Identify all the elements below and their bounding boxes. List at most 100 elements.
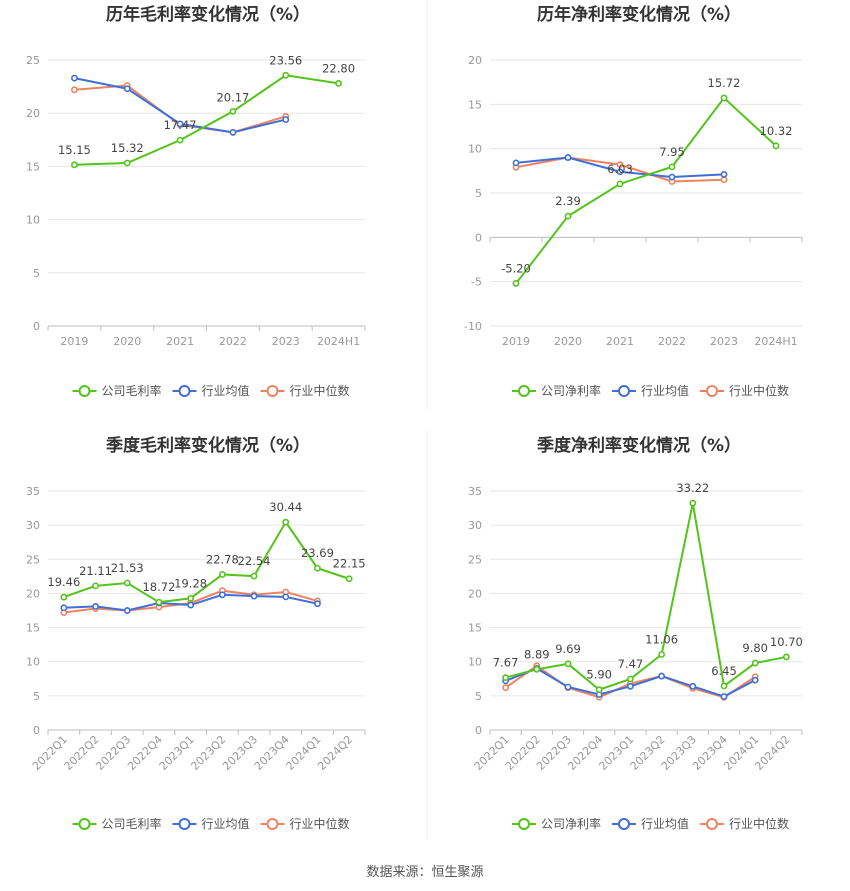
- chart4-ytick-label: 20: [468, 587, 482, 600]
- chart3-legend-label-median: 行业中位数: [290, 816, 350, 831]
- chart4-point-company: [751, 659, 759, 667]
- chart3-data-label: 21.53: [111, 561, 144, 575]
- chart1-data-label: 20.17: [216, 90, 249, 104]
- chart4-point-mean: [689, 682, 697, 690]
- chart4-data-label: 33.22: [676, 481, 709, 495]
- chart1-ytick-label: 15: [26, 160, 40, 173]
- chart1-point-mean: [71, 74, 78, 82]
- chart1-point-company: [282, 71, 290, 79]
- chart2-ytick-label: -5: [471, 276, 482, 289]
- chart2-xtick-label: 2020: [554, 335, 582, 348]
- chart1-xtick-label: 2021: [166, 335, 194, 348]
- chart1-point-company: [335, 80, 342, 87]
- chart3-xtick-label: 2024Q2: [315, 733, 355, 773]
- chart2-legend-label-company: 公司净利率: [541, 383, 601, 398]
- chart1-title: 历年毛利率变化情况（%）: [106, 4, 310, 25]
- chart3-ytick-label: 20: [26, 587, 40, 600]
- chart3-data-label: 22.15: [333, 557, 366, 571]
- chart3-ytick-label: 35: [26, 485, 40, 498]
- data-source: 数据来源：恒生聚源: [366, 865, 483, 880]
- chart1-point-mean: [123, 85, 131, 93]
- chart3-data-label: 19.46: [47, 575, 80, 589]
- chart1-line-company: [74, 74, 339, 166]
- chart3-ytick-label: 15: [26, 622, 40, 635]
- chart3-data-label: 23.69: [301, 546, 334, 560]
- chart2-legend-marker-company: [518, 385, 530, 397]
- chart3-data-label: 21.11: [79, 564, 112, 578]
- chart4-ytick-label: 0: [475, 724, 482, 737]
- chart3-point-mean: [218, 591, 226, 599]
- chart3-point-company: [187, 594, 195, 602]
- chart2-point-mean: [564, 154, 572, 161]
- chart4-point-company: [502, 674, 509, 682]
- chart1-legend-marker-median: [266, 385, 279, 397]
- chart4-ytick-label: 30: [468, 519, 482, 532]
- chart2-line-company: [515, 96, 777, 285]
- chart2-xtick-label: 2019: [502, 335, 530, 348]
- chart3-point-mean: [92, 603, 99, 610]
- chart1-legend-marker-company: [78, 385, 91, 397]
- chart4-point-mean: [720, 693, 728, 700]
- chart4-legend-label-company: 公司净利率: [541, 816, 601, 831]
- chart2-xtick-label: 2024H1: [754, 335, 797, 348]
- chart3-point-company: [218, 571, 226, 578]
- chart3-ytick-label: 0: [33, 724, 40, 737]
- chart2-point-company: [512, 280, 520, 287]
- chart4-legend-label-mean: 行业均值: [641, 816, 689, 831]
- chart4-xtick-label: 2024Q2: [752, 733, 792, 773]
- chart3-point-company: [282, 518, 290, 526]
- chart2-ytick-label: -10: [464, 320, 482, 333]
- chart4-data-label: 8.89: [524, 647, 550, 661]
- chart4-point-median: [502, 684, 509, 692]
- chart3-data-label: 22.78: [206, 552, 239, 566]
- chart1-xtick-label: 2020: [113, 335, 141, 348]
- chart3-point-mean: [314, 600, 321, 608]
- chart3-data-label: 22.54: [238, 554, 271, 568]
- chart2-data-label: 7.95: [659, 145, 685, 159]
- chart4-data-label: 7.47: [618, 657, 644, 671]
- chart3-ytick-label: 25: [26, 553, 40, 566]
- chart1-data-label: 22.80: [322, 61, 355, 75]
- chart1-point-company: [176, 136, 184, 144]
- chart2-legend-label-mean: 行业均值: [641, 383, 689, 398]
- chart3-point-mean: [123, 607, 131, 614]
- chart2-data-label: 10.32: [760, 124, 793, 138]
- chart1-xtick-label: 2024H1: [317, 335, 360, 348]
- chart2-legend-marker-median: [706, 385, 718, 397]
- chart2-point-median: [720, 176, 728, 184]
- chart1-ytick-label: 0: [33, 320, 40, 333]
- chart2-point-mean: [616, 168, 624, 176]
- chart1-point-company: [71, 161, 78, 169]
- chart4-point-company: [783, 653, 790, 661]
- chart2-point-company: [772, 142, 780, 150]
- chart3-legend-marker-mean: [178, 818, 191, 830]
- chart2-xtick-label: 2021: [606, 335, 634, 348]
- chart4-data-label: 7.67: [493, 656, 519, 670]
- chart2-point-company: [720, 94, 728, 102]
- chart3-point-mean: [250, 592, 258, 600]
- chart2-point-median: [616, 161, 624, 169]
- chart3-point-company: [314, 564, 321, 572]
- chart2-ytick-label: 5: [475, 187, 482, 200]
- chart3-legend-marker-median: [266, 818, 279, 830]
- chart3-line-company: [63, 520, 350, 604]
- chart1-ytick-label: 5: [33, 267, 40, 280]
- chart2-point-mean: [512, 159, 520, 167]
- chart1-ytick-label: 10: [26, 214, 40, 227]
- chart1-point-mean: [282, 116, 290, 123]
- chart3-point-company: [155, 598, 163, 606]
- chart1-point-company: [123, 159, 131, 167]
- chart4-ytick-label: 35: [468, 485, 482, 498]
- chart3-point-company: [92, 582, 99, 590]
- chart4-ytick-label: 15: [468, 622, 482, 635]
- chart3-ytick-label: 5: [33, 690, 40, 703]
- chart4-legend-marker-company: [518, 818, 530, 830]
- chart2-title: 历年净利率变化情况（%）: [537, 4, 741, 25]
- chart3-point-company: [250, 572, 258, 580]
- chart2-point-company: [564, 212, 572, 220]
- chart1-xtick-label: 2019: [60, 335, 88, 348]
- chart3-ytick-label: 10: [26, 656, 40, 669]
- chart1-legend-label-mean: 行业均值: [202, 383, 250, 398]
- chart4-point-company: [595, 686, 603, 694]
- chart1-ytick-label: 20: [26, 107, 40, 120]
